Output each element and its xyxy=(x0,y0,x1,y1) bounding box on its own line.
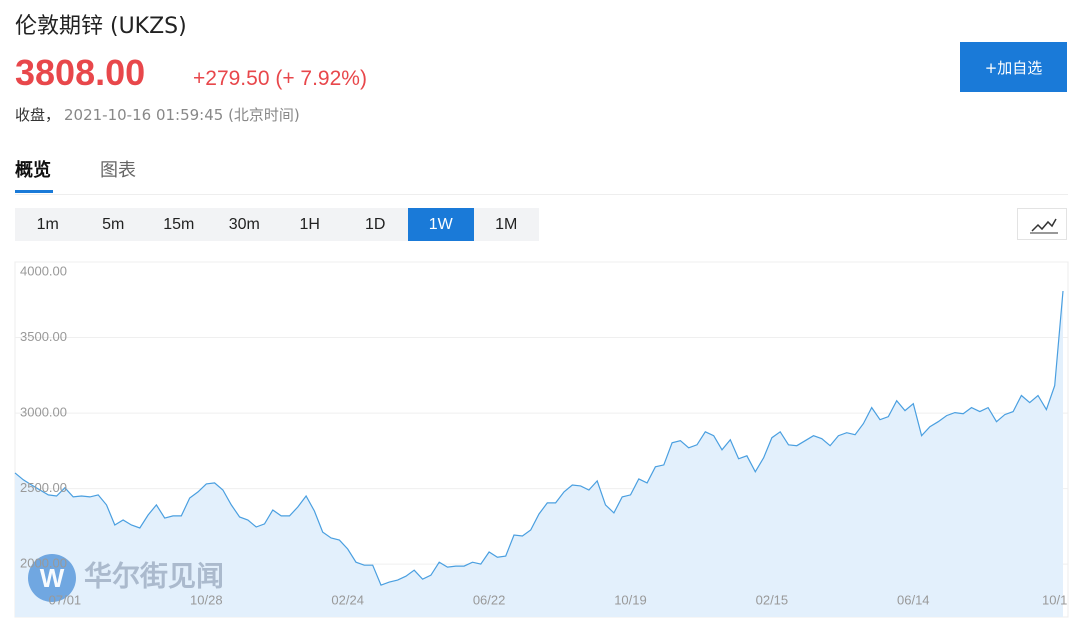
plot-frame xyxy=(14,261,1069,618)
interval-button[interactable]: 5m xyxy=(81,208,147,241)
interval-button[interactable]: 1W xyxy=(408,208,474,241)
svg-text:W: W xyxy=(40,563,65,593)
title: 伦敦期锌 (UKZS) xyxy=(15,14,187,39)
interval-button[interactable]: 30m xyxy=(212,208,278,241)
interval-button[interactable]: 15m xyxy=(146,208,212,241)
y-tick-label: 4000.00 xyxy=(20,263,67,278)
y-tick-label: 2500.00 xyxy=(20,480,67,495)
tab[interactable]: 概览 xyxy=(15,160,51,181)
price: 3808.00 xyxy=(15,52,146,93)
price-line xyxy=(14,290,1064,586)
add-watchlist-button[interactable]: +加自选 xyxy=(960,42,1067,92)
x-tick-label: 06/14 xyxy=(897,592,930,607)
watermark-logo: W xyxy=(28,554,76,602)
interval-button[interactable]: 1m xyxy=(15,208,81,241)
interval-button[interactable]: 1D xyxy=(343,208,409,241)
y-tick-label: 2000.00 xyxy=(20,556,67,571)
price-change: +279.50 (+ 7.92%) xyxy=(193,67,367,90)
separator xyxy=(15,194,1068,195)
chart-type-button[interactable] xyxy=(1017,208,1067,240)
status: 收盘， xyxy=(15,106,61,124)
x-tick-label: 10/28 xyxy=(190,592,223,607)
x-tick-label: 07/01 xyxy=(49,592,82,607)
y-tick-label: 3000.00 xyxy=(20,405,67,420)
x-tick-label: 10/19 xyxy=(614,592,647,607)
watermark-text: 华尔街见闻 xyxy=(84,560,224,593)
interval-button[interactable]: 1M xyxy=(474,208,540,241)
x-tick-label: 02/24 xyxy=(331,592,364,607)
y-tick-label: 3500.00 xyxy=(20,329,67,344)
timestamp: 2021-10-16 01:59:45 (北京时间) xyxy=(64,106,300,124)
x-tick-label: 10/1 xyxy=(1042,592,1067,607)
chart-type-icon xyxy=(1030,218,1058,234)
interval-bar: 1m 5m 15m 30m 1H 1D 1W 1M xyxy=(15,208,539,241)
x-tick-label: 02/15 xyxy=(756,592,789,607)
x-tick-label: 06/22 xyxy=(473,592,506,607)
interval-button[interactable]: 1H xyxy=(277,208,343,241)
tab-indicator xyxy=(15,190,53,193)
tab[interactable]: 图表 xyxy=(100,160,136,181)
area-fill xyxy=(15,291,1063,617)
